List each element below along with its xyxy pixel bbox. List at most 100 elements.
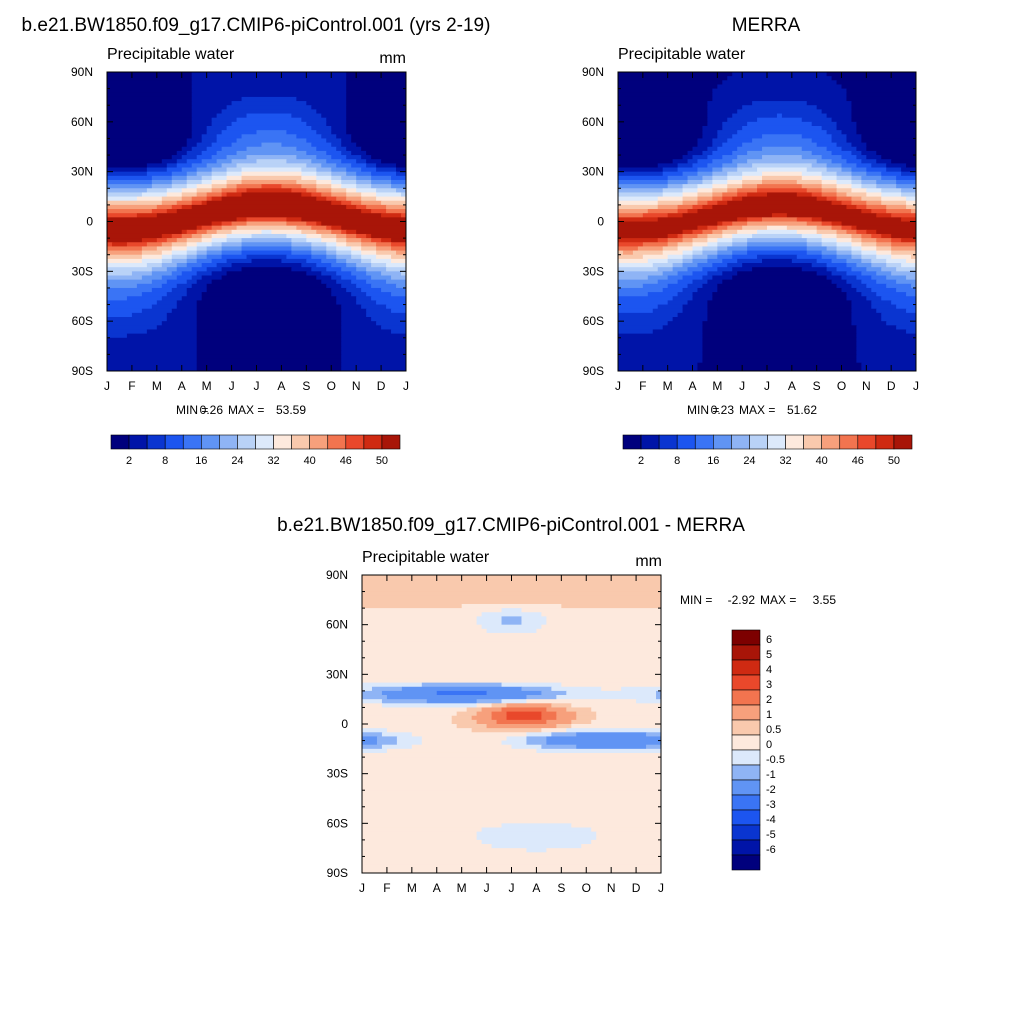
contour-cell — [496, 719, 547, 725]
contour-cell — [811, 217, 823, 223]
contour-cell — [196, 312, 342, 318]
contour-cell — [856, 130, 916, 135]
contour-cell — [381, 287, 406, 293]
contour-cell — [476, 620, 503, 626]
contour-cell — [251, 233, 287, 239]
contour-cell — [781, 113, 828, 119]
contour-cell — [456, 711, 478, 717]
contour-cell — [296, 155, 317, 160]
contour-cell — [362, 860, 661, 866]
contour-cell — [486, 690, 542, 696]
colorbar-swatch — [327, 434, 347, 450]
contour-cell — [391, 258, 406, 264]
contour-cell — [371, 238, 382, 243]
contour-cell — [171, 171, 188, 177]
contour-cell — [687, 209, 699, 214]
contour-cell — [107, 80, 193, 86]
x-tick-label: A — [532, 881, 540, 895]
contour-cell — [732, 72, 828, 77]
contour-cell — [821, 179, 838, 185]
contour-cell — [796, 179, 823, 185]
contour-cell — [707, 101, 753, 106]
contour-cell — [362, 744, 383, 750]
contour-cell — [186, 159, 203, 164]
x-tick-label: S — [813, 379, 821, 393]
contour-cell — [747, 246, 808, 252]
contour-cell — [181, 146, 193, 152]
contour-cell — [707, 105, 743, 110]
contour-cell — [107, 121, 193, 127]
contour-cell — [107, 317, 168, 322]
contour-cell — [361, 242, 377, 248]
contour-cell — [316, 263, 332, 268]
contour-cell — [836, 171, 853, 177]
x-tick-label: M — [663, 379, 673, 393]
contour-cell — [687, 300, 708, 306]
contour-cell — [727, 246, 748, 252]
contour-cell — [161, 258, 173, 264]
contour-cell — [841, 130, 857, 135]
contour-cell — [618, 325, 664, 331]
contour-cell — [176, 300, 198, 306]
contour-cell — [166, 192, 183, 198]
contour-cell — [707, 109, 738, 115]
contour-cell — [221, 267, 243, 272]
contour-cell — [356, 184, 372, 189]
contour-cell — [697, 200, 708, 206]
contour-cell — [376, 740, 398, 746]
contour-cell — [351, 292, 367, 297]
contour-cell — [667, 184, 684, 189]
contour-cell — [866, 267, 882, 272]
contour-cell — [732, 159, 748, 164]
contour-cell — [618, 171, 664, 177]
contour-cell — [186, 287, 208, 293]
contour-cell — [196, 350, 342, 355]
contour-cell — [722, 192, 738, 198]
contour-cell — [321, 134, 337, 140]
contour-cell — [216, 263, 233, 268]
contour-cell — [107, 184, 153, 189]
contour-cell — [321, 192, 332, 198]
contour-cell — [231, 142, 263, 148]
contour-cell — [841, 287, 857, 293]
contour-cell — [376, 196, 406, 202]
panel-diff-units-label: mm — [635, 553, 662, 570]
contour-cell — [618, 358, 704, 364]
contour-cell — [762, 179, 798, 185]
contour-cell — [362, 827, 483, 833]
contour-cell — [362, 632, 661, 638]
contour-cell — [836, 283, 853, 289]
contour-cell — [712, 292, 848, 297]
contour-cell — [331, 225, 342, 231]
contour-cell — [206, 192, 223, 198]
contour-cell — [556, 711, 577, 717]
contour-cell — [662, 287, 684, 293]
contour-cell — [216, 229, 233, 235]
contour-cell — [206, 125, 228, 131]
contour-cell — [191, 163, 208, 169]
contour-cell — [692, 258, 708, 264]
contour-cell — [211, 238, 228, 243]
contour-cell — [896, 279, 916, 285]
contour-cell — [186, 254, 198, 260]
contour-cell — [618, 263, 654, 268]
contour-cell — [396, 250, 406, 256]
contour-cell — [732, 113, 778, 119]
contour-cell — [226, 171, 243, 177]
contour-cell — [836, 192, 848, 198]
contour-cell — [702, 250, 718, 256]
contour-cell — [657, 196, 684, 202]
contour-cell — [201, 233, 213, 239]
contour-cell — [851, 321, 887, 326]
contour-cell — [856, 263, 872, 268]
contour-cell — [618, 366, 699, 371]
contour-cell — [866, 155, 882, 160]
contour-cell — [391, 292, 406, 297]
contour-cell — [362, 608, 503, 613]
contour-cell — [821, 175, 838, 181]
contour-cell — [801, 117, 833, 123]
contour-cell — [891, 159, 916, 164]
contour-cell — [618, 125, 704, 131]
panel-merra-max-value: 51.62 — [787, 403, 817, 417]
contour-cell — [481, 827, 592, 833]
